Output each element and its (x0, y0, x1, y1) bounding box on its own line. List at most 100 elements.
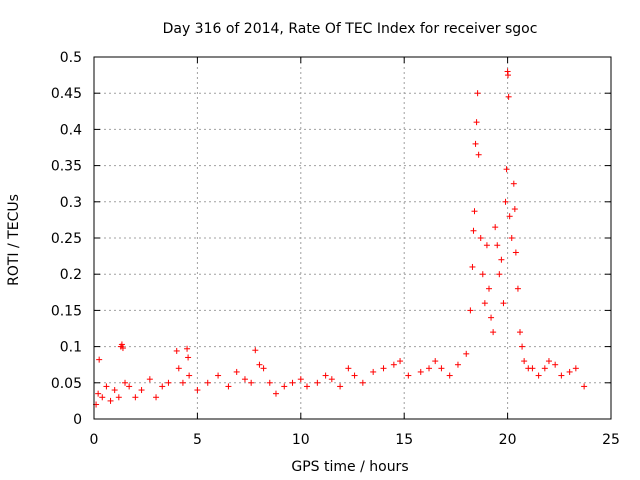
x-tick-label: 15 (395, 432, 413, 448)
data-point (552, 361, 559, 368)
x-axis-label: GPS time / hours (291, 459, 408, 475)
data-point (405, 372, 412, 379)
data-point (96, 356, 103, 363)
data-point (474, 90, 481, 97)
data-point (477, 235, 484, 241)
data-point (545, 358, 552, 365)
data-point (215, 372, 222, 379)
data-point (558, 372, 565, 379)
data-point (417, 368, 424, 375)
data-point (328, 376, 335, 383)
data-point (241, 376, 248, 383)
data-point (496, 271, 503, 278)
x-tick-labels: 0 5 10 15 20 25 (90, 432, 620, 448)
data-point (146, 376, 153, 383)
data-point (252, 347, 259, 354)
data-points (93, 68, 588, 408)
data-point (248, 379, 255, 386)
data-point (122, 379, 129, 386)
data-point (179, 379, 186, 386)
data-point (99, 394, 106, 401)
data-point (438, 365, 445, 372)
y-tick-label: 0.1 (60, 340, 82, 356)
y-tick-label: 0.5 (60, 50, 82, 66)
data-point (488, 314, 495, 321)
data-point (186, 372, 193, 379)
data-point (111, 387, 118, 394)
data-point (359, 379, 366, 386)
data-point (508, 235, 515, 241)
y-axis-label: ROTI / TECUs (6, 194, 22, 286)
data-point (472, 140, 479, 147)
data-point (426, 365, 433, 372)
data-point (225, 383, 232, 390)
data-point (126, 383, 133, 390)
data-point (517, 329, 524, 336)
data-point (194, 387, 201, 394)
data-point (256, 361, 263, 368)
data-point (510, 180, 517, 187)
y-tick-label: 0.35 (51, 159, 82, 175)
data-point (159, 383, 166, 390)
data-point (138, 387, 145, 394)
data-point (95, 390, 102, 397)
data-point (529, 365, 536, 372)
data-point (505, 72, 512, 79)
data-point (185, 354, 192, 361)
data-point (432, 358, 439, 365)
data-point (494, 242, 501, 249)
data-point (314, 379, 321, 386)
data-point (266, 379, 273, 386)
data-point (535, 372, 542, 379)
y-tick-label: 0.25 (51, 231, 82, 247)
data-point (153, 394, 160, 401)
y-tick-label: 0.3 (60, 195, 82, 211)
data-point (322, 372, 329, 379)
data-point (175, 365, 182, 372)
data-point (479, 271, 486, 278)
data-point (397, 358, 404, 365)
data-point (289, 379, 296, 386)
data-point (272, 390, 279, 397)
data-point (503, 166, 510, 173)
axis-ticks (93, 56, 612, 420)
data-point (492, 224, 499, 231)
data-point (103, 383, 110, 390)
data-point (485, 285, 492, 292)
data-point (380, 365, 387, 372)
x-tick-label: 0 (90, 432, 99, 448)
data-point (351, 372, 358, 379)
y-tick-label: 0.15 (51, 303, 82, 319)
y-tick-label: 0.4 (60, 122, 82, 138)
data-point (498, 256, 505, 263)
data-point (481, 300, 488, 307)
data-point (390, 361, 397, 368)
data-point (566, 368, 573, 375)
data-point (118, 341, 125, 348)
data-point (572, 365, 579, 372)
y-tick-label: 0.45 (51, 86, 82, 102)
x-tick-label: 5 (193, 432, 202, 448)
data-point (506, 213, 513, 220)
data-point (233, 368, 240, 375)
y-tick-label: 0.05 (51, 376, 82, 392)
data-point (581, 383, 588, 390)
data-point (469, 263, 476, 270)
data-point (483, 242, 490, 249)
data-point (471, 208, 478, 215)
data-point (115, 394, 122, 401)
data-point (505, 93, 512, 100)
x-tick-label: 20 (499, 432, 517, 448)
data-point (119, 345, 126, 352)
data-point (132, 394, 139, 401)
data-point (490, 329, 497, 336)
data-point (281, 383, 288, 390)
x-tick-label: 10 (292, 432, 310, 448)
data-point (519, 343, 526, 350)
data-point (541, 365, 548, 372)
data-point (173, 347, 180, 354)
y-tick-label: 0 (73, 412, 82, 428)
data-point (204, 379, 211, 386)
data-point (107, 397, 114, 404)
data-point (473, 119, 480, 126)
